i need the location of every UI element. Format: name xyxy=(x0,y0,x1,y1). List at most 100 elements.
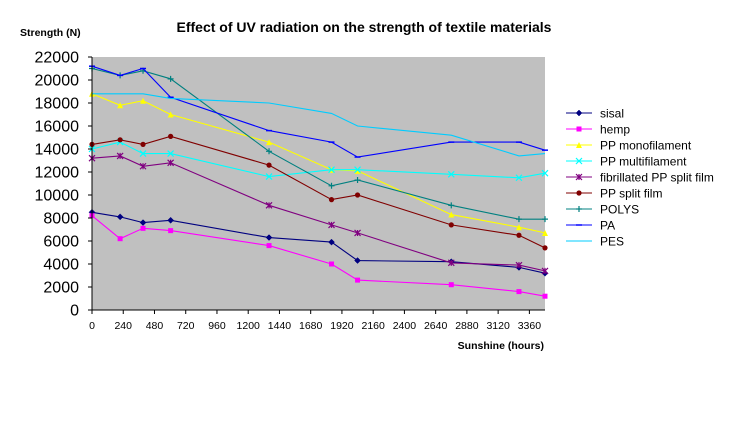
data-point xyxy=(542,216,548,223)
y-tick-label: 12000 xyxy=(35,165,80,182)
x-tick-label: 3360 xyxy=(518,320,542,332)
legend-label: PES xyxy=(600,235,624,249)
data-point xyxy=(516,289,522,295)
data-point xyxy=(541,267,549,275)
y-tick-label: 18000 xyxy=(35,96,80,113)
x-tick-label: 240 xyxy=(114,320,132,332)
data-point xyxy=(139,162,147,170)
data-point xyxy=(329,261,335,267)
series-7 xyxy=(89,65,548,223)
data-point xyxy=(266,139,273,146)
series-line xyxy=(91,65,546,158)
x-tick-label: 1440 xyxy=(268,320,292,332)
legend-label: PA xyxy=(600,219,615,233)
legend-label: sisal xyxy=(600,107,624,121)
data-point xyxy=(354,192,361,198)
data-point xyxy=(448,222,454,228)
series-line xyxy=(91,141,546,179)
legend-entry: fibrillated PP split film xyxy=(566,171,714,185)
x-tick-label: 1920 xyxy=(330,320,354,332)
axes-layer: 0200040006000800010000120001400016000180… xyxy=(35,50,545,332)
data-point xyxy=(328,166,335,174)
legend-label: fibrillated PP split film xyxy=(600,171,714,185)
data-point xyxy=(448,211,455,218)
data-point xyxy=(266,243,272,249)
legend-label: hemp xyxy=(600,123,630,137)
y-tick-label: 0 xyxy=(70,303,79,320)
data-point xyxy=(541,169,549,177)
y-tick-label: 2000 xyxy=(43,280,79,297)
series-line xyxy=(91,67,545,220)
legend-marker xyxy=(576,206,582,212)
y-tick-label: 20000 xyxy=(35,73,80,90)
y-tick-label: 16000 xyxy=(35,119,80,136)
data-point xyxy=(140,97,147,104)
data-point xyxy=(542,293,548,299)
data-point xyxy=(354,177,361,184)
data-point xyxy=(117,236,123,242)
data-point xyxy=(328,238,335,246)
data-point xyxy=(354,166,361,174)
data-point xyxy=(515,216,522,223)
data-point xyxy=(515,261,523,269)
legend-label: POLYS xyxy=(600,203,639,217)
y-tick-label: 6000 xyxy=(43,234,79,251)
x-tick-label: 960 xyxy=(208,320,226,332)
legend-label: PP split film xyxy=(600,187,662,201)
data-point xyxy=(167,75,174,82)
legend-entry: PA xyxy=(566,219,615,233)
data-point xyxy=(167,150,175,158)
legend-marker xyxy=(575,173,583,181)
data-point xyxy=(448,202,455,209)
series-layer xyxy=(88,65,549,299)
series-line xyxy=(91,215,546,297)
data-point xyxy=(167,159,175,167)
data-point xyxy=(117,137,123,143)
series-6 xyxy=(89,133,548,251)
series-line xyxy=(92,93,546,157)
data-point xyxy=(116,152,124,160)
data-point xyxy=(328,197,335,203)
legend-entry: PP split film xyxy=(566,187,662,201)
data-point xyxy=(139,150,147,158)
legend-entry: PP multifilament xyxy=(566,155,687,169)
x-tick-label: 2400 xyxy=(393,320,417,332)
series-line xyxy=(91,93,546,234)
data-point xyxy=(168,228,174,234)
legend-marker xyxy=(576,142,582,148)
data-point xyxy=(116,213,124,221)
x-tick-label: 720 xyxy=(177,320,195,332)
x-tick-label: 2880 xyxy=(455,320,479,332)
series-8 xyxy=(89,65,548,158)
legend-marker xyxy=(575,109,583,117)
data-point xyxy=(139,219,147,226)
series-9 xyxy=(92,93,546,157)
x-tick-label: 1200 xyxy=(237,320,261,332)
series-line xyxy=(91,135,546,249)
x-tick-label: 0 xyxy=(89,320,95,332)
data-point xyxy=(328,182,335,189)
data-point xyxy=(542,245,548,251)
data-point xyxy=(266,148,273,155)
y-tick-label: 10000 xyxy=(35,188,80,205)
series-5 xyxy=(88,152,549,275)
legend-entry: POLYS xyxy=(566,203,639,217)
data-point xyxy=(447,259,455,267)
data-point xyxy=(117,102,124,109)
legend-marker xyxy=(576,126,582,132)
legend-entry: hemp xyxy=(566,123,630,137)
data-point xyxy=(168,133,174,139)
data-point xyxy=(516,232,522,238)
legend-marker xyxy=(576,190,582,196)
y-tick-label: 4000 xyxy=(43,257,79,274)
data-point xyxy=(515,174,523,182)
data-point xyxy=(448,282,454,288)
data-point xyxy=(167,111,174,118)
legend-entry: PES xyxy=(566,235,624,249)
data-point xyxy=(542,229,548,236)
x-tick-label: 2160 xyxy=(361,320,385,332)
y-axis-label: Strength (N) xyxy=(20,27,81,39)
data-point xyxy=(354,167,361,174)
